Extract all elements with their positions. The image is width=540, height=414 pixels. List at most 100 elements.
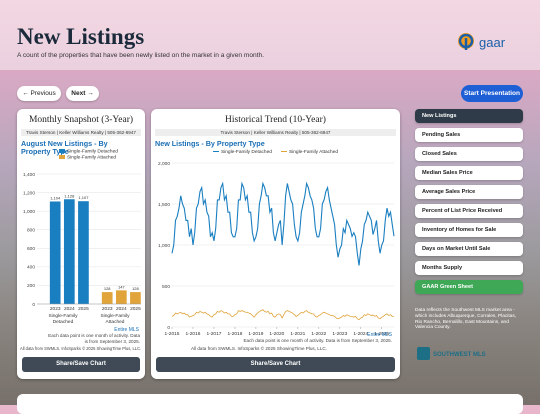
- legend-swatch: [59, 155, 65, 159]
- x-tick-label: 1-2024: [353, 331, 368, 337]
- agent-line: Travis Sterson | Keller Williams Realty …: [155, 129, 396, 136]
- menu-item[interactable]: Pending Sales: [415, 128, 523, 142]
- value-label: 147: [118, 284, 125, 289]
- value-label: 1,128: [64, 193, 75, 198]
- description: Data reflects the Southwest MLS market a…: [415, 308, 517, 331]
- y-tick-label: 400: [27, 265, 35, 271]
- bar-chart: 0 200 400 600 800 1,000 1,200 1,400 1,104 2023 1,1…: [23, 172, 141, 325]
- y-tick-label: 1,500: [158, 202, 170, 208]
- previous-button[interactable]: ← Previous: [17, 86, 61, 101]
- legend-swatch: [213, 150, 219, 153]
- bar: [63, 199, 75, 304]
- legend-swatch: [59, 149, 65, 153]
- bar: [130, 292, 141, 304]
- x-tick-label: 2024: [64, 306, 75, 312]
- legend-item: Single-Family Detached: [59, 149, 118, 154]
- logo-text: gaar: [479, 35, 506, 50]
- legend-label: Single-Family Detached: [221, 150, 272, 155]
- trend-card: Historical Trend (10-Year) Travis Sterso…: [151, 109, 400, 379]
- bar: [78, 201, 89, 304]
- source-label: Entire MLS: [367, 332, 392, 338]
- chart-title: New Listings - By Property Type: [155, 139, 265, 148]
- share-button[interactable]: Share/Save Chart: [156, 357, 395, 372]
- card-title: Monthly Snapshot (3-Year): [28, 115, 134, 125]
- source-label: Entire MLS: [114, 327, 139, 333]
- bar: [49, 201, 61, 304]
- value-label: 1,107: [78, 195, 89, 200]
- group-label: Single-Family Detached: [48, 313, 78, 325]
- x-tick-label: 2023: [50, 306, 61, 312]
- y-tick-label: 1,000: [23, 209, 35, 215]
- x-tick-label: 1-2022: [311, 331, 326, 337]
- logo: gaar: [458, 33, 506, 50]
- y-tick-label: 1,400: [23, 172, 35, 178]
- y-tick-label: 500: [162, 284, 170, 290]
- start-presentation-button[interactable]: Start Presentation: [461, 85, 523, 102]
- value-label: 1,104: [50, 195, 61, 200]
- legend-label: Single-Family Detached: [67, 149, 118, 155]
- x-tick-label: 2025: [78, 306, 89, 312]
- chart-note: Each data point is one month of activity…: [243, 338, 392, 343]
- logo-icon: [417, 347, 430, 360]
- menu-item[interactable]: Days on Market Until Sale: [415, 242, 523, 256]
- page-subtitle: A count of the properties that have been…: [17, 52, 265, 59]
- card-title: Historical Trend (10-Year): [225, 115, 326, 125]
- x-tick-label: 1-2023: [332, 331, 347, 337]
- menu-item[interactable]: Median Sales Price: [415, 166, 523, 180]
- next-button[interactable]: Next →: [66, 86, 99, 101]
- menu-item[interactable]: Percent of List Price Received: [415, 204, 523, 218]
- y-tick-label: 800: [27, 228, 35, 234]
- share-button[interactable]: Share/Save Chart: [22, 357, 140, 372]
- menu-item[interactable]: Inventory of Homes for Sale: [415, 223, 523, 237]
- chart-title: August New Listings - By Property Type: [21, 139, 108, 156]
- legend-item: Single-Family Detached: [213, 150, 272, 155]
- y-tick-label: 1,200: [23, 190, 35, 196]
- logo-icon: [458, 33, 474, 50]
- x-tick-label: 1-2021: [290, 331, 305, 337]
- y-tick-label: 2,000: [158, 161, 170, 167]
- x-tick-label: 2024: [116, 306, 127, 312]
- x-tick-label: 1-2020: [269, 331, 284, 337]
- x-tick-label: 1-2015: [165, 331, 180, 337]
- series-line: [171, 181, 395, 266]
- header: [0, 0, 540, 70]
- bar: [115, 290, 127, 304]
- chart-credit: All data from SWMLS. InfoSparks © 2025 S…: [191, 346, 327, 351]
- line-chart: 0 500 1,000 1,500 2,000 1-2015 1-2016 1-2017 1-2…: [158, 161, 395, 337]
- page: {"header":{"title":"New Listings","subti…: [0, 0, 540, 405]
- value-label: 128: [132, 286, 139, 291]
- x-tick-label: 2025: [130, 306, 141, 312]
- y-tick-label: 200: [27, 283, 35, 289]
- menu-item[interactable]: Months Supply: [415, 261, 523, 275]
- value-label: 128: [104, 286, 111, 291]
- legend-label: Single-Family Attached: [67, 155, 117, 161]
- menu-item[interactable]: New Listings: [415, 109, 523, 123]
- chart-credit: All data from SWMLS. InfoSparks © 2025 S…: [20, 346, 142, 351]
- x-tick-label: 1-2017: [206, 331, 221, 337]
- chart-note: Each data point is one month of activity…: [48, 333, 140, 344]
- bottom-panel: [17, 394, 523, 414]
- menu-item[interactable]: GAAR Green Sheet: [415, 280, 523, 294]
- x-tick-label: 1-2016: [186, 331, 201, 337]
- x-tick-label: 1-2018: [227, 331, 242, 337]
- legend-swatch: [281, 150, 287, 153]
- x-tick-label: 1-2025: [374, 331, 389, 337]
- legend-label: Single-Family Attached: [289, 150, 339, 155]
- bar: [101, 292, 113, 304]
- logo-text: SOUTHWEST MLS: [433, 352, 486, 358]
- menu-item[interactable]: Average Sales Price: [415, 185, 523, 199]
- y-tick-label: 0: [167, 325, 170, 331]
- series-line: [171, 309, 395, 321]
- menu-item[interactable]: Closed Sales: [415, 147, 523, 161]
- agent-line: Travis Sterson | Keller Williams Realty …: [21, 129, 141, 136]
- y-tick-label: 1,000: [158, 243, 170, 249]
- group-label: Single-Family Attached: [100, 313, 130, 325]
- x-tick-label: 1-2019: [248, 331, 263, 337]
- page-title: New Listings: [17, 24, 145, 49]
- legend-item: Single-Family Attached: [281, 150, 338, 155]
- x-tick-label: 2023: [102, 306, 113, 312]
- snapshot-card: Monthly Snapshot (3-Year) Travis Sterson…: [17, 109, 145, 379]
- swmls-logo: SOUTHWEST MLS: [417, 347, 486, 360]
- y-tick-label: 600: [27, 246, 35, 252]
- y-tick-label: 0: [32, 302, 35, 308]
